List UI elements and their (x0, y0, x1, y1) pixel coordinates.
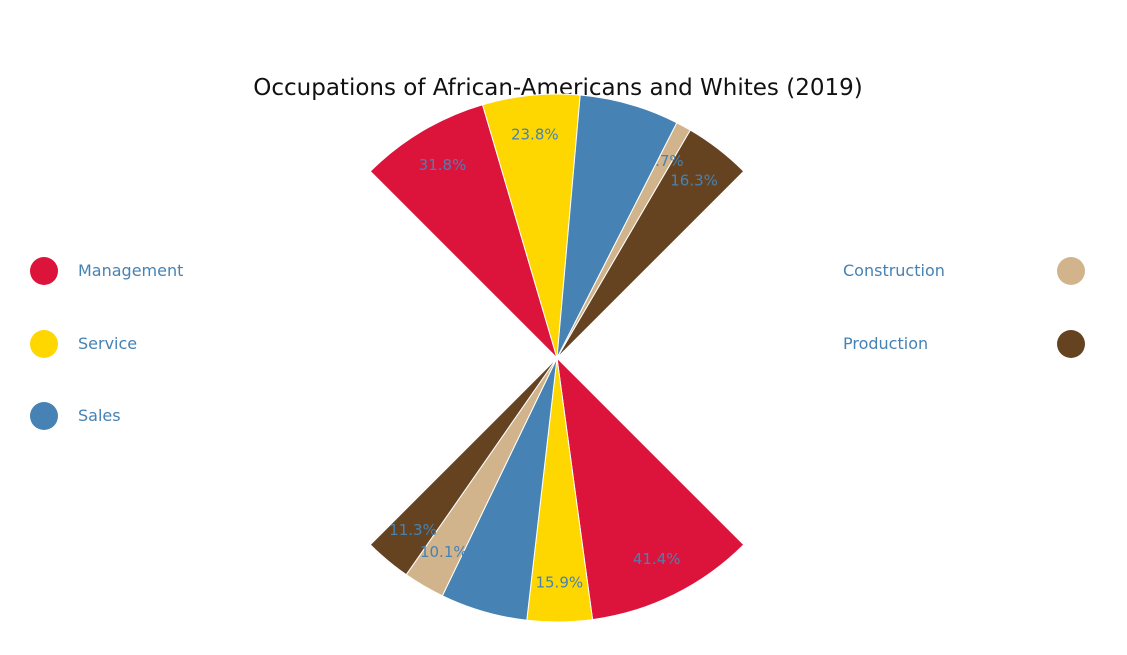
legend-swatch (1057, 257, 1085, 285)
legend-label: Construction (843, 261, 945, 280)
legend-item-construction: Construction (843, 257, 1085, 285)
pie-slices (369, 93, 745, 623)
slice-labels: 31.8% 23.8% 3.7%16.3% 41.4% 15.9% 10.1% 11.3% (389, 126, 718, 592)
legend-swatch (1057, 330, 1085, 358)
legend-item-sales: Sales (30, 402, 121, 430)
data-label: 16.3% (670, 171, 718, 189)
data-label: 41.4% (633, 550, 681, 568)
legend-item-management: Management (30, 257, 183, 285)
data-label: 10.1% (420, 543, 468, 561)
data-label: 15.9% (535, 573, 583, 591)
legend-swatch (30, 257, 58, 285)
pie-slice-management-2 (556, 356, 745, 621)
pie-slice-production-1 (556, 129, 745, 359)
legend-label: Sales (78, 406, 121, 425)
legend-label: Service (78, 334, 137, 353)
data-label: 31.8% (419, 156, 467, 174)
legend-item-service: Service (30, 330, 137, 358)
data-label: 3.7% (646, 152, 684, 170)
data-label: 11.3% (389, 521, 437, 539)
pie-slice-management-1 (369, 104, 558, 359)
legend-item-production: Production (843, 330, 1085, 358)
legend-label: Management (78, 261, 183, 280)
legend-label: Production (843, 334, 928, 353)
data-label: 23.8% (511, 126, 559, 144)
legend-swatch (30, 330, 58, 358)
legend-swatch (30, 402, 58, 430)
pie-slice-production-2 (369, 357, 558, 576)
legend: Management Service Sales Construction Produc… (30, 257, 1085, 430)
